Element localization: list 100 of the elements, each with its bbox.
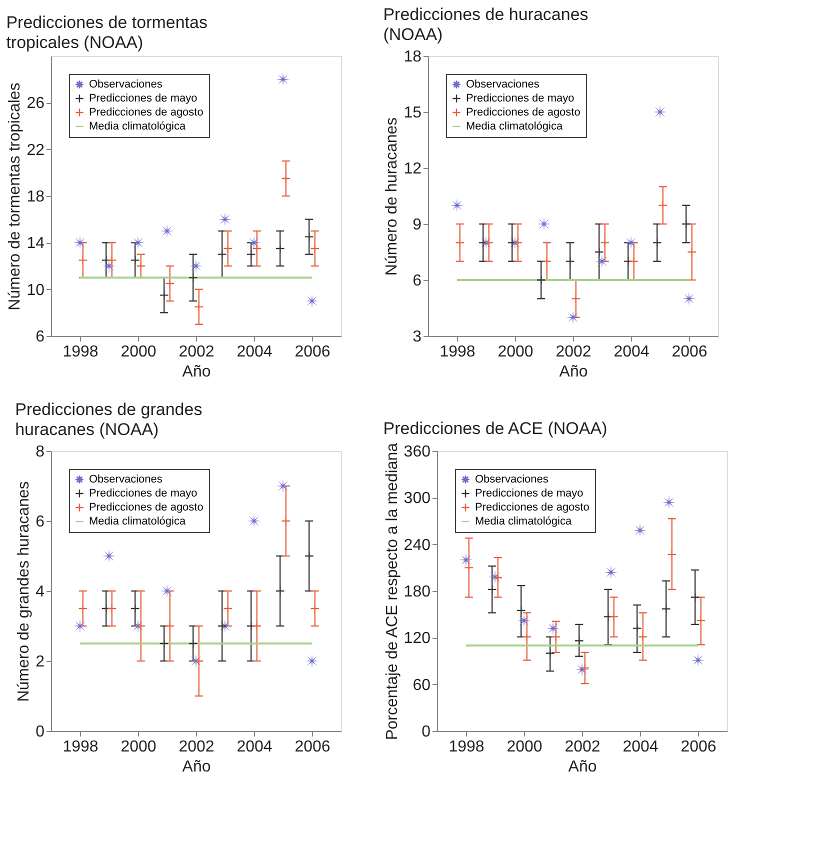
point xyxy=(217,250,227,260)
point xyxy=(310,244,320,254)
x-tick-label: 2006 xyxy=(680,738,716,756)
x-tick-label: 2006 xyxy=(672,344,708,360)
y-tick-label: 9 xyxy=(412,216,422,234)
point xyxy=(487,584,497,594)
point xyxy=(130,604,140,614)
point xyxy=(545,648,555,658)
point xyxy=(194,302,204,312)
y-tick-label: 15 xyxy=(404,104,422,122)
point xyxy=(450,198,464,212)
x-tick-label: 1998 xyxy=(62,344,98,360)
point xyxy=(246,236,262,250)
x-tick-label: 1998 xyxy=(62,738,98,756)
point xyxy=(310,604,320,614)
x-tick-label: 1998 xyxy=(448,738,484,756)
y-tick-label: 22 xyxy=(26,142,45,159)
point xyxy=(536,216,552,232)
point xyxy=(652,238,662,248)
x-axis-title: Año xyxy=(182,364,211,380)
point xyxy=(252,621,262,631)
point xyxy=(281,516,291,526)
point xyxy=(218,212,232,226)
point xyxy=(107,604,117,614)
point xyxy=(687,247,697,257)
point xyxy=(188,258,204,274)
point xyxy=(609,612,619,622)
point xyxy=(281,174,291,184)
y-tick-label: 12 xyxy=(404,160,422,178)
point xyxy=(696,616,706,626)
x-tick-label: 2000 xyxy=(498,344,534,360)
point xyxy=(690,592,700,602)
y-tick-label: 2 xyxy=(36,654,45,670)
legend-label: Predicciones de agosto xyxy=(89,106,204,118)
point xyxy=(160,224,174,238)
chart-title: Predicciones de ACE (NOAA) xyxy=(383,419,608,438)
point xyxy=(682,292,696,306)
point xyxy=(546,621,560,636)
x-tick-label: 2004 xyxy=(622,738,658,756)
point xyxy=(632,624,642,634)
legend-label: Media climatológica xyxy=(475,516,572,528)
legend-label: Observaciones xyxy=(475,474,549,486)
point xyxy=(276,72,290,86)
legend-label: Media climatológica xyxy=(89,120,186,132)
legend-label: Media climatológica xyxy=(466,120,564,132)
x-tick-label: 2000 xyxy=(120,738,156,756)
point xyxy=(594,254,610,268)
y-axis-title: Número de tormentas tropicales xyxy=(6,82,24,310)
point xyxy=(159,290,169,300)
x-tick-label: 2006 xyxy=(294,344,330,360)
x-tick-label: 2002 xyxy=(178,344,214,360)
point xyxy=(667,550,677,560)
point xyxy=(130,255,140,265)
y-tick-label: 0 xyxy=(36,724,45,740)
legend-label: Predicciones de agosto xyxy=(466,106,580,118)
point xyxy=(652,104,668,120)
point xyxy=(275,244,285,254)
point xyxy=(638,632,648,642)
x-tick-label: 2002 xyxy=(178,738,214,756)
point xyxy=(78,255,88,265)
y-tick-label: 10 xyxy=(26,282,45,299)
legend-label: Observaciones xyxy=(89,474,163,486)
y-tick-label: 240 xyxy=(404,536,431,554)
x-tick-label: 2006 xyxy=(294,738,330,756)
point xyxy=(72,618,88,634)
point xyxy=(130,236,146,250)
x-tick-label: 1998 xyxy=(440,344,476,360)
x-tick-label: 2004 xyxy=(236,344,272,360)
point xyxy=(252,244,262,254)
point xyxy=(246,514,262,528)
y-tick-label: 4 xyxy=(36,584,45,600)
point xyxy=(275,586,285,596)
point xyxy=(681,219,691,229)
point xyxy=(102,258,116,274)
point xyxy=(516,613,532,628)
legend-label: Observaciones xyxy=(89,78,163,90)
point xyxy=(136,261,146,271)
legend-label: Media climatológica xyxy=(89,516,186,528)
point xyxy=(600,238,610,248)
y-tick-label: 18 xyxy=(404,48,422,66)
point xyxy=(78,604,88,614)
y-axis-title: Número de grandes huracanes xyxy=(16,481,33,702)
point xyxy=(304,654,320,668)
point xyxy=(159,638,169,648)
point xyxy=(458,552,474,567)
y-axis-title: Porcentaje de ACE respecto a la mediana xyxy=(384,442,401,740)
legend-label: Predicciones de mayo xyxy=(475,488,584,500)
chart-title: Predicciones de tormentas tropicales (NOAA) xyxy=(6,13,208,52)
y-tick-label: 26 xyxy=(26,95,45,112)
y-tick-label: 14 xyxy=(26,235,45,252)
point xyxy=(661,604,671,614)
point xyxy=(455,238,465,248)
y-tick-label: 6 xyxy=(412,272,422,290)
point xyxy=(276,478,290,494)
x-tick-label: 2004 xyxy=(614,344,650,360)
point xyxy=(223,604,233,614)
point xyxy=(160,584,174,598)
point xyxy=(165,278,175,288)
chart-title: Predicciones de huracanes (NOAA) xyxy=(383,5,588,44)
x-axis-title: Año xyxy=(182,758,211,776)
